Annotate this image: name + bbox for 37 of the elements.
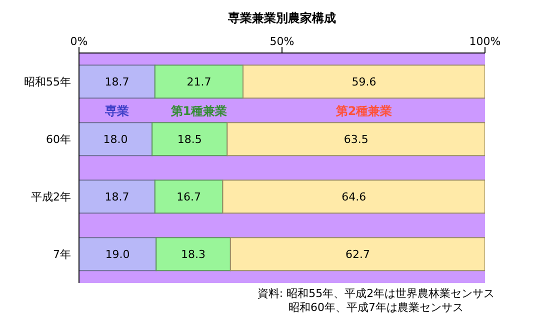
bar bbox=[154, 64, 244, 99]
data-label: 62.7 bbox=[345, 248, 370, 262]
bar bbox=[242, 64, 485, 99]
bar bbox=[222, 180, 485, 214]
text: 昭和60年、平成7年は農業センサス bbox=[288, 301, 464, 315]
data-label: 18.7 bbox=[104, 190, 130, 204]
data-label: 18.0 bbox=[103, 133, 128, 146]
y-tick-label: 7年 bbox=[53, 248, 71, 262]
data-label: 64.6 bbox=[342, 190, 366, 204]
y-tick-label: 平成2年 bbox=[31, 190, 71, 204]
data-label: 16.7 bbox=[176, 190, 202, 204]
bar bbox=[79, 237, 157, 272]
y-tick-label: 昭和55年 bbox=[24, 76, 71, 89]
text: 資料: 昭和55年、平成2年は世界農林業センサス bbox=[256, 287, 496, 301]
bar bbox=[79, 180, 156, 214]
bar bbox=[156, 237, 231, 272]
x-tick-label: 0% bbox=[70, 35, 88, 48]
x-tick-label: 50% bbox=[270, 35, 294, 48]
x-tick-label: 100% bbox=[469, 35, 501, 48]
data-label: 63.5 bbox=[344, 133, 368, 146]
series-label: 第2種兼業 bbox=[334, 104, 392, 118]
series-label: 第1種兼業 bbox=[170, 104, 228, 118]
bar bbox=[154, 180, 224, 214]
data-label: 19.0 bbox=[105, 248, 130, 262]
data-label: 18.5 bbox=[177, 133, 202, 146]
bar bbox=[79, 64, 156, 99]
series-label: 専業 bbox=[104, 104, 129, 118]
chart-title: 専業兼業別農家構成 bbox=[227, 10, 337, 27]
data-label: 59.6 bbox=[352, 76, 376, 89]
bar bbox=[79, 122, 153, 156]
y-tick-label: 60年 bbox=[46, 133, 71, 146]
data-label: 21.7 bbox=[186, 76, 212, 89]
bar bbox=[230, 237, 485, 272]
bar bbox=[226, 122, 485, 156]
bar bbox=[152, 122, 228, 156]
data-label: 18.7 bbox=[104, 76, 130, 89]
data-label: 18.3 bbox=[181, 248, 206, 262]
